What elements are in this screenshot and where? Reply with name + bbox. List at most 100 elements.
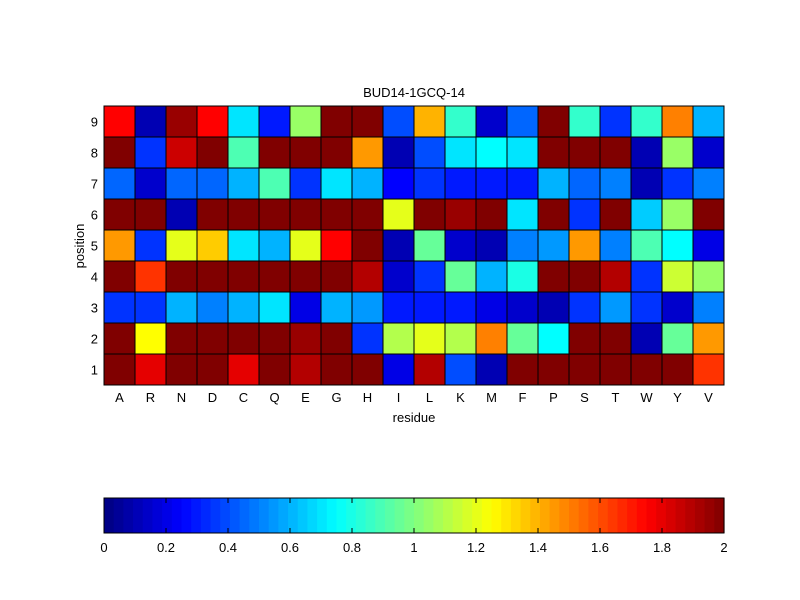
chart-title: BUD14-1GCQ-14	[363, 85, 465, 100]
colorbar	[104, 498, 725, 533]
heatmap-cell	[196, 229, 229, 262]
colorbar-segment	[501, 498, 512, 533]
heatmap-cell	[661, 353, 694, 386]
colorbar-segment	[365, 498, 376, 533]
y-tick-label: 6	[91, 208, 98, 223]
heatmap-cell	[196, 291, 229, 324]
colorbar-segment	[181, 498, 192, 533]
heatmap-cell	[413, 167, 446, 200]
colorbar-segment	[607, 498, 619, 533]
heatmap-cell	[134, 167, 167, 200]
colorbar-segment	[627, 498, 638, 533]
heatmap-cell	[692, 167, 725, 200]
heatmap-cell	[289, 260, 322, 293]
heatmap-cell	[227, 167, 260, 200]
colorbar-segment	[588, 498, 599, 533]
heatmap-cell	[630, 167, 663, 200]
heatmap-cell	[320, 105, 353, 138]
colorbar-segment	[675, 498, 686, 533]
heatmap-cell	[227, 229, 260, 262]
colorbar-segment	[481, 498, 493, 533]
heatmap-cell	[258, 167, 291, 200]
heatmap-cell	[103, 353, 136, 386]
heatmap-cell	[475, 167, 508, 200]
colorbar-segment	[462, 498, 473, 533]
heatmap-cell	[103, 105, 136, 138]
heatmap-cell	[599, 136, 632, 169]
heatmap-cell	[351, 105, 384, 138]
x-tick-label: S	[580, 390, 589, 405]
colorbar-tick-label: 1	[410, 540, 417, 555]
colorbar-segment	[685, 498, 696, 533]
heatmap-cell	[692, 322, 725, 355]
x-tick-label: K	[456, 390, 465, 405]
heatmap-cell	[103, 291, 136, 324]
heatmap-cell	[506, 229, 539, 262]
heatmap-cell	[227, 105, 260, 138]
colorbar-segment	[171, 498, 183, 533]
heatmap-cell	[165, 167, 198, 200]
heatmap-cell	[196, 260, 229, 293]
heatmap-cell	[165, 291, 198, 324]
heatmap-cell	[568, 136, 601, 169]
heatmap-cell	[568, 198, 601, 231]
x-tick-label: V	[704, 390, 713, 405]
colorbar-segment	[123, 498, 134, 533]
heatmap-cell	[444, 167, 477, 200]
heatmap-cell	[692, 260, 725, 293]
colorbar-segment	[665, 498, 677, 533]
colorbar-tick-label: 0.8	[343, 540, 361, 555]
colorbar-segment	[191, 498, 202, 533]
heatmap-cell	[289, 353, 322, 386]
x-tick-label: P	[549, 390, 558, 405]
heatmap-cell	[258, 105, 291, 138]
heatmap-cell	[506, 105, 539, 138]
colorbar-segment	[704, 498, 715, 533]
colorbar-segment	[239, 498, 250, 533]
colorbar-segment	[259, 498, 270, 533]
heatmap-cell	[692, 105, 725, 138]
heatmap-cell	[661, 260, 694, 293]
colorbar-tick-label: 1.6	[591, 540, 609, 555]
heatmap-cell	[506, 198, 539, 231]
heatmap-cell	[630, 136, 663, 169]
heatmap-cell	[661, 229, 694, 262]
colorbar-segment	[355, 498, 367, 533]
colorbar-segment	[617, 498, 628, 533]
heatmap-cell	[382, 291, 415, 324]
heatmap-cell	[568, 229, 601, 262]
heatmap-cell	[351, 229, 384, 262]
x-tick-label: D	[208, 390, 217, 405]
heatmap-cell	[444, 291, 477, 324]
heatmap-cell	[444, 105, 477, 138]
heatmap-cell	[134, 136, 167, 169]
y-axis-label: position	[72, 224, 87, 269]
x-tick-label: A	[115, 390, 124, 405]
heatmap-cell	[506, 260, 539, 293]
heatmap-cell	[134, 260, 167, 293]
colorbar-segment	[288, 498, 299, 533]
colorbar-tick-labels: 0 0.2 0.4 0.6 0.8 1 1.2 1.4 1.6 1.8 2	[100, 498, 728, 555]
heatmap-cell	[630, 353, 663, 386]
heatmap-cell	[475, 136, 508, 169]
heatmap-cell	[444, 136, 477, 169]
colorbar-tick-label: 0	[100, 540, 107, 555]
heatmap-cell	[444, 229, 477, 262]
heatmap-cell	[196, 198, 229, 231]
x-tick-label: G	[331, 390, 341, 405]
heatmap-cell	[103, 229, 136, 262]
heatmap-cell	[599, 322, 632, 355]
heatmap-cell	[661, 322, 694, 355]
x-tick-label: M	[486, 390, 497, 405]
heatmap-cell	[289, 291, 322, 324]
heatmap-cell	[289, 136, 322, 169]
heatmap-cell	[475, 105, 508, 138]
heatmap-cell	[692, 136, 725, 169]
y-tick-label: 4	[91, 270, 98, 285]
heatmap-cell	[196, 136, 229, 169]
colorbar-segment	[578, 498, 589, 533]
heatmap-cell	[537, 229, 570, 262]
colorbar-segment	[433, 498, 444, 533]
colorbar-segment	[268, 498, 279, 533]
colorbar-segment	[346, 498, 357, 533]
